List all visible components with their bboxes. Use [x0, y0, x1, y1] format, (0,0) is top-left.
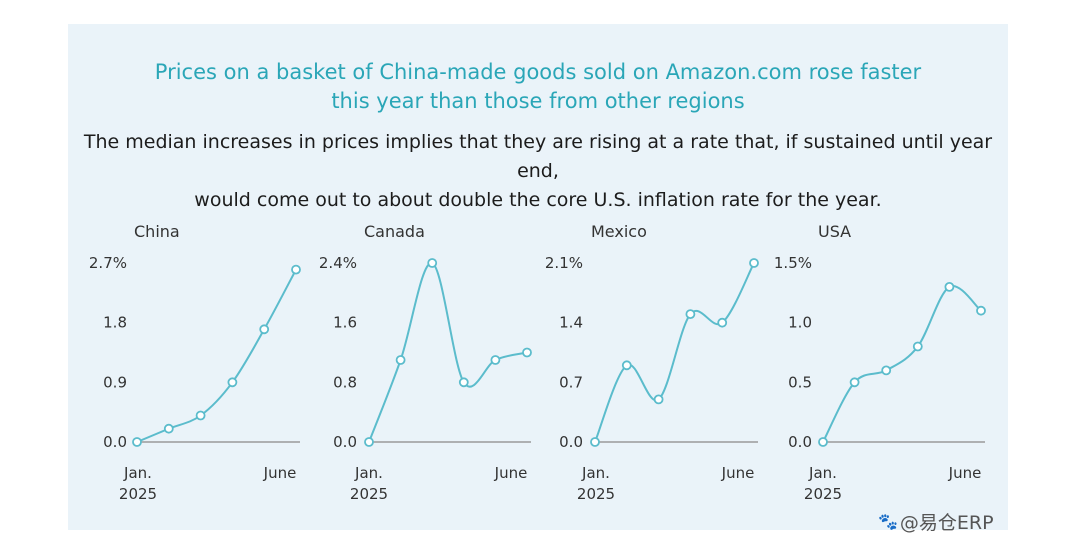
- y-tick-label: 1.6: [333, 314, 357, 332]
- watermark: 🐾 @易仓ERP: [878, 508, 994, 535]
- subtitle-line-1: The median increases in prices implies t…: [83, 131, 993, 182]
- title-line-2: this year than those from other regions: [331, 89, 745, 113]
- data-point: [590, 437, 600, 447]
- data-point: [976, 305, 986, 316]
- y-tick-label: 1.4: [559, 314, 583, 332]
- data-point: [944, 281, 955, 292]
- x-tick-label: 2025: [350, 485, 388, 503]
- y-tick-label: 2.7%: [89, 254, 127, 272]
- x-tick-label: June: [721, 464, 755, 482]
- data-point: [490, 355, 501, 365]
- chart-title-usa: USA: [818, 222, 851, 241]
- y-tick-label: 0.5: [788, 373, 812, 391]
- y-tick-label: 0.9: [103, 373, 127, 391]
- data-point: [458, 377, 469, 388]
- data-point: [427, 258, 438, 268]
- data-point: [818, 437, 828, 447]
- x-tick-label: 2025: [577, 485, 615, 503]
- y-tick-label: 1.8: [103, 314, 127, 332]
- x-tick-label: Jan.: [581, 464, 610, 482]
- y-tick-label: 1.5%: [774, 254, 812, 272]
- x-tick-label: June: [494, 464, 528, 482]
- data-point: [621, 360, 632, 371]
- chart-panel: Prices on a basket of China-made goods s…: [68, 24, 1008, 530]
- data-point: [912, 341, 923, 352]
- data-point: [364, 437, 374, 447]
- x-tick-label: 2025: [119, 485, 157, 503]
- watermark-text: @易仓ERP: [899, 512, 994, 534]
- title-line-1: Prices on a basket of China-made goods s…: [154, 60, 922, 84]
- y-tick-label: 0.7: [559, 373, 583, 391]
- chart-title-mexico: Mexico: [591, 222, 647, 241]
- paw-icon: 🐾: [878, 512, 898, 531]
- y-tick-label: 0.0: [788, 433, 812, 451]
- chart-title-canada: Canada: [364, 222, 425, 241]
- series-line-canada: [368, 262, 528, 443]
- chart-title: Prices on a basket of China-made goods s…: [68, 58, 1008, 116]
- y-tick-label: 0.0: [103, 433, 127, 451]
- y-tick-label: 2.1%: [545, 254, 583, 272]
- y-tick-label: 0.0: [559, 433, 583, 451]
- x-tick-label: 2025: [804, 485, 842, 503]
- subtitle-line-2: would come out to about double the core …: [194, 189, 882, 211]
- y-tick-label: 0.8: [333, 373, 357, 391]
- data-point: [227, 377, 238, 388]
- x-tick-label: Jan.: [808, 464, 837, 482]
- data-point: [749, 258, 759, 268]
- data-point: [717, 317, 728, 328]
- data-point: [653, 394, 664, 405]
- data-point: [132, 437, 142, 447]
- series-line-mexico: [594, 262, 755, 443]
- x-tick-label: Jan.: [123, 464, 152, 482]
- x-tick-label: Jan.: [354, 464, 383, 482]
- x-tick-label: June: [948, 464, 982, 482]
- data-point: [291, 264, 301, 275]
- y-tick-label: 0.0: [333, 433, 357, 451]
- data-point: [195, 410, 206, 421]
- y-tick-label: 1.0: [788, 314, 812, 332]
- data-point: [395, 355, 406, 365]
- data-point: [259, 324, 270, 335]
- data-point: [685, 309, 696, 320]
- data-point: [522, 347, 532, 358]
- series-line-usa: [822, 285, 982, 443]
- data-point: [163, 423, 174, 434]
- x-tick-label: June: [263, 464, 297, 482]
- data-point: [881, 365, 892, 376]
- data-point: [849, 377, 860, 388]
- y-tick-label: 2.4%: [319, 254, 357, 272]
- chart-subtitle: The median increases in prices implies t…: [68, 128, 1008, 215]
- series-line-china: [136, 269, 297, 443]
- chart-title-china: China: [134, 222, 180, 241]
